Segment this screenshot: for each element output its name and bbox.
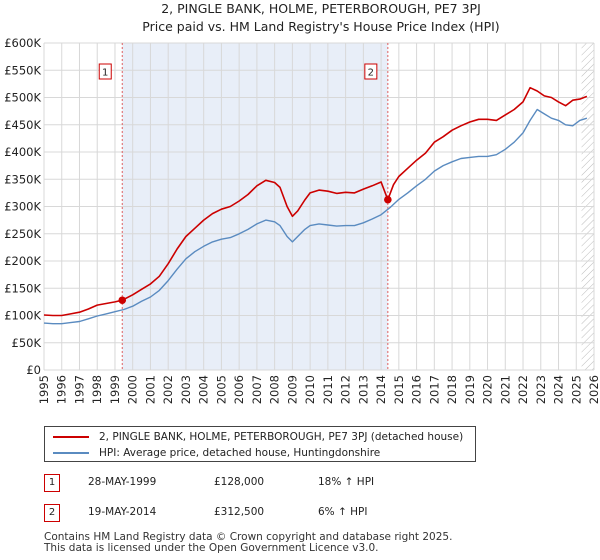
x-tick-label: 2000 <box>126 375 140 404</box>
sale-point <box>118 296 127 305</box>
attribution-line-1: Contains HM Land Registry data © Crown c… <box>44 531 453 543</box>
x-tick-label: 2010 <box>303 375 317 404</box>
chart-subtitle: Price paid vs. HM Land Registry's House … <box>142 19 499 34</box>
x-tick-label: 2008 <box>268 375 282 404</box>
attribution-line-2: This data is licensed under the Open Gov… <box>44 542 379 554</box>
y-tick-label: £0 <box>26 363 41 377</box>
attribution-footer: Contains HM Land Registry data © Crown c… <box>44 532 452 554</box>
x-tick-label: 2013 <box>356 375 370 404</box>
x-tick-label: 2015 <box>392 375 406 404</box>
y-tick-label: £50K <box>12 336 42 350</box>
x-tick-label: 2025 <box>569 375 583 404</box>
y-tick-label: £400K <box>4 145 41 159</box>
legend-item-property: 2, PINGLE BANK, HOLME, PETERBOROUGH, PE7… <box>53 429 463 445</box>
x-tick-label: 2004 <box>197 375 211 404</box>
property-price-line <box>43 86 588 317</box>
sale-row: 2 19-MAY-2014 £312,500 6% ↑ HPI <box>44 504 584 524</box>
y-tick-label: £250K <box>4 227 41 241</box>
sale-hpi-change: 6% ↑ HPI <box>318 506 368 518</box>
x-tick-label: 2012 <box>339 375 353 404</box>
sale-hpi-change: 18% ↑ HPI <box>318 476 375 488</box>
x-tick-label: 1996 <box>55 375 69 404</box>
y-tick-label: £300K <box>4 200 41 214</box>
sale-date: 28-MAY-1999 <box>88 476 157 488</box>
x-tick-label: 2019 <box>463 375 477 404</box>
x-tick-label: 2023 <box>534 375 548 404</box>
x-tick-label: 2009 <box>285 375 299 404</box>
chart-title: 2, PINGLE BANK, HOLME, PETERBOROUGH, PE7… <box>161 1 481 16</box>
legend-label-property: 2, PINGLE BANK, HOLME, PETERBOROUGH, PE7… <box>99 431 464 443</box>
sale-price: £312,500 <box>214 506 265 518</box>
x-tick-label: 2003 <box>179 375 193 404</box>
x-tick-label: 2024 <box>552 375 566 404</box>
sale-point <box>384 195 392 204</box>
x-tick-label: 2016 <box>410 375 424 404</box>
legend-item-hpi: HPI: Average price, detached house, Hunt… <box>53 445 380 461</box>
x-tick-label: 2017 <box>427 375 441 404</box>
x-tick-label: 2020 <box>481 375 495 404</box>
x-tick-label: 2021 <box>498 375 512 404</box>
x-tick-label: 1995 <box>37 375 51 404</box>
chart-legend: 2, PINGLE BANK, HOLME, PETERBOROUGH, PE7… <box>44 426 476 462</box>
sale-label-number: 2 <box>368 68 374 79</box>
y-tick-label: £550K <box>4 63 41 77</box>
sale-number-badge: 2 <box>44 504 60 522</box>
sale-row: 1 28-MAY-1999 £128,000 18% ↑ HPI <box>44 474 584 494</box>
x-tick-label: 2005 <box>214 375 228 404</box>
price-chart: 2, PINGLE BANK, HOLME, PETERBOROUGH, PE7… <box>4 1 600 404</box>
legend-swatch-property <box>53 436 89 438</box>
x-tick-label: 2006 <box>232 375 246 404</box>
sale-price: £128,000 <box>214 476 265 488</box>
x-tick-label: 2011 <box>321 375 335 404</box>
y-tick-label: £200K <box>4 254 41 268</box>
sale-date: 19-MAY-2014 <box>88 506 157 518</box>
y-tick-label: £450K <box>4 118 41 132</box>
x-tick-label: 2007 <box>250 375 264 404</box>
y-tick-label: £350K <box>4 172 41 186</box>
x-tick-label: 2022 <box>516 375 530 404</box>
x-tick-label: 2026 <box>587 375 600 404</box>
sale-label-box <box>98 63 112 80</box>
x-tick-label: 1998 <box>90 375 104 404</box>
sale-label-number: 1 <box>102 68 108 79</box>
x-tick-label: 2018 <box>445 375 459 404</box>
x-tick-label: 2002 <box>161 375 175 404</box>
x-tick-label: 1997 <box>72 375 86 404</box>
legend-label-hpi: HPI: Average price, detached house, Hunt… <box>99 447 381 459</box>
legend-swatch-hpi <box>53 452 89 454</box>
sale-number-badge: 1 <box>44 474 60 492</box>
y-tick-label: £600K <box>4 36 41 50</box>
x-tick-label: 2001 <box>143 375 157 404</box>
x-tick-label: 2014 <box>374 375 388 404</box>
y-tick-label: £100K <box>4 309 41 323</box>
y-tick-label: £500K <box>4 91 41 105</box>
sale-label-box <box>364 63 378 80</box>
x-tick-label: 1999 <box>108 375 122 404</box>
hpi-line <box>43 108 588 325</box>
y-tick-label: £150K <box>4 281 41 295</box>
